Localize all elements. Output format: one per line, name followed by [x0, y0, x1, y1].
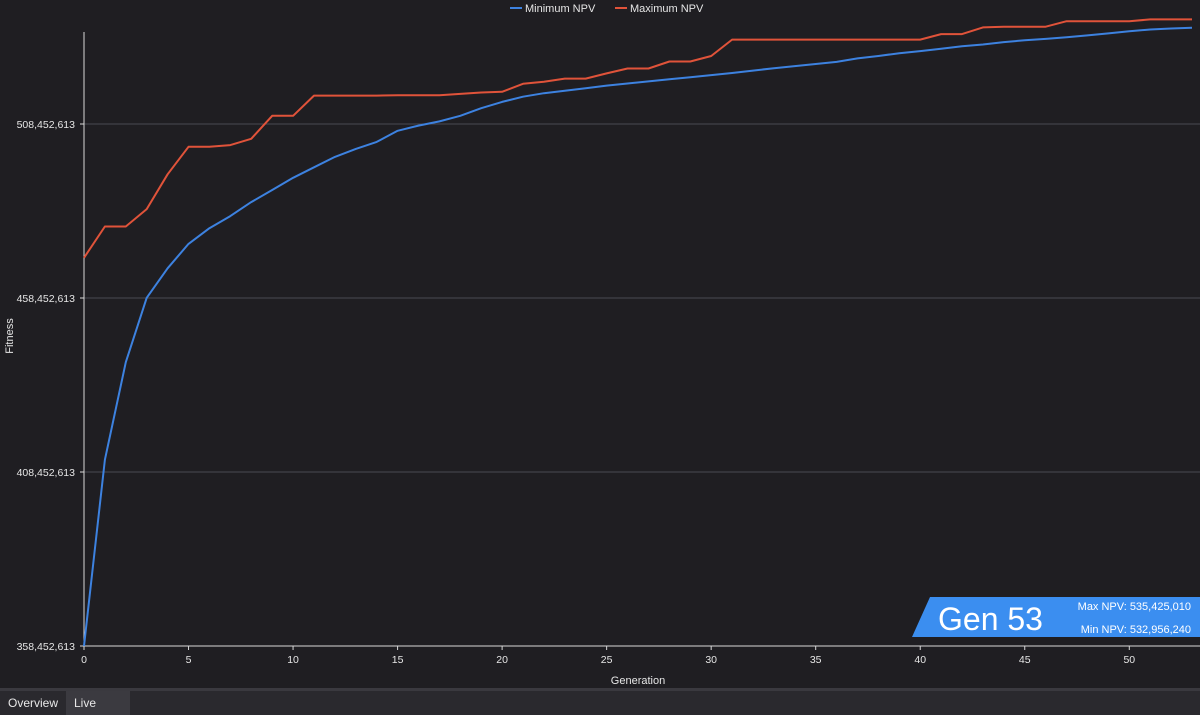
status-box-background [912, 597, 1200, 637]
generation-label: Gen 53 [938, 601, 1043, 637]
y-tick-label-0: 358,452,613 [17, 641, 76, 653]
x-tick-label-0: 0 [81, 654, 87, 666]
y-tick-label-2: 458,452,613 [17, 293, 76, 305]
y-tick-label-1: 408,452,613 [17, 467, 76, 479]
x-tick-label-1: 5 [186, 654, 192, 666]
tab-overview[interactable]: Overview [8, 696, 59, 710]
x-tick-label-5: 25 [601, 654, 613, 666]
x-tick-label-6: 30 [705, 654, 717, 666]
max-npv-readout: Max NPV: 535,425,010 [1078, 601, 1191, 613]
chart-legend: Minimum NPV Maximum NPV [510, 3, 704, 15]
legend-label-minimum-npv: Minimum NPV [525, 3, 596, 15]
x-tick-label-7: 35 [810, 654, 822, 666]
x-axis-title: Generation [611, 675, 665, 687]
x-tick-label-4: 20 [496, 654, 508, 666]
fitness-chart: Minimum NPV Maximum NPV 358,452,613 408,45… [4, 3, 1200, 687]
y-axis-title: Fitness [4, 318, 16, 354]
chart-axes [83, 32, 1200, 647]
series-line-maximum-npv [83, 18, 1192, 259]
x-tick-label-3: 15 [392, 654, 404, 666]
bottom-tab-bar: Overview Live Chart [0, 688, 1200, 715]
legend-label-maximum-npv: Maximum NPV [630, 3, 704, 15]
x-axis-ticks: 0 5 10 15 20 25 30 35 40 45 50 [81, 646, 1135, 666]
min-npv-readout: Min NPV: 532,956,240 [1081, 624, 1191, 636]
x-tick-label-2: 10 [287, 654, 299, 666]
chart-grid [84, 123, 1200, 473]
x-tick-label-9: 45 [1019, 654, 1031, 666]
series-lines [83, 18, 1193, 647]
x-tick-label-8: 40 [914, 654, 926, 666]
y-tick-label-3: 508,452,613 [17, 119, 76, 131]
x-tick-label-10: 50 [1123, 654, 1135, 666]
series-line-minimum-npv [83, 26, 1193, 647]
y-axis-ticks: 358,452,613 408,452,613 458,452,613 508,452… [17, 119, 84, 653]
tab-live-chart[interactable]: Live Chart [66, 691, 130, 715]
generation-status-box: Gen 53 Max NPV: 535,425,010 Min NPV: 532… [912, 597, 1200, 637]
